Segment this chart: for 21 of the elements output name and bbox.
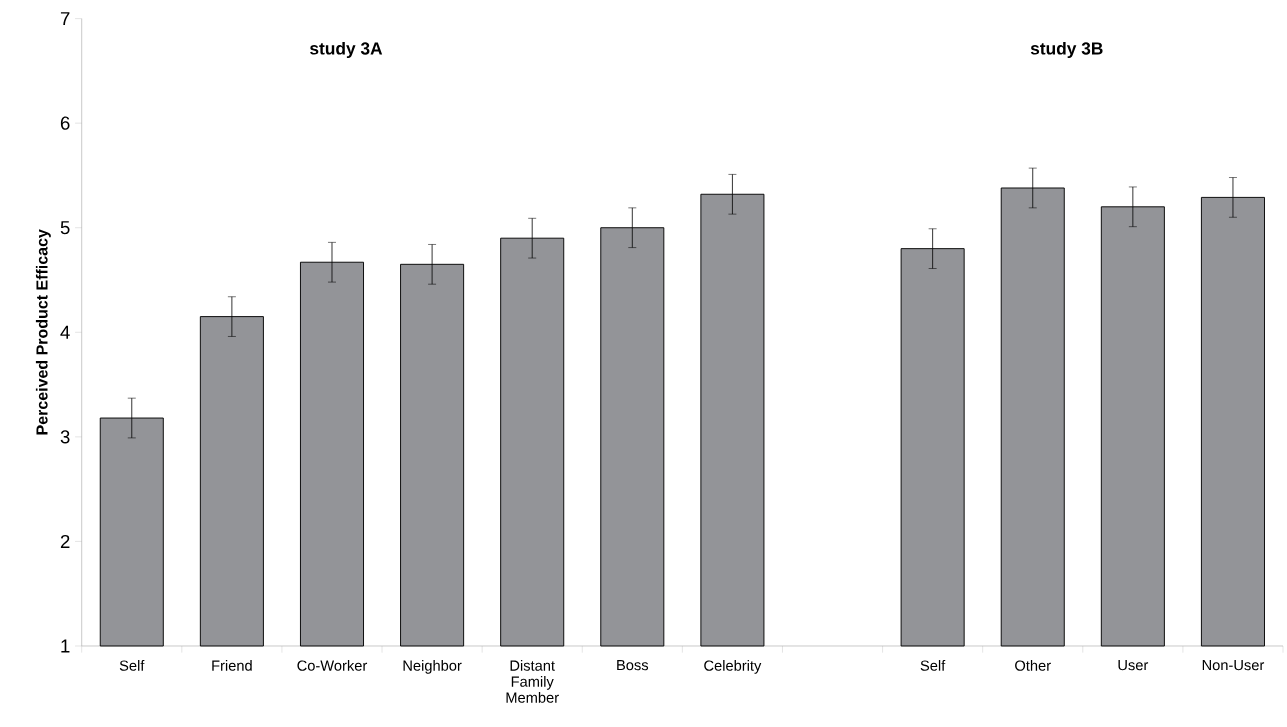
annotation: study 3B — [1030, 41, 1103, 59]
x-tick-label: Friend — [212, 660, 252, 671]
x-tick-label: Celebrity — [704, 660, 762, 674]
y-tick-label: 4 — [60, 325, 70, 339]
y-tick-label: 3 — [60, 430, 70, 444]
x-tick-label: Non-User — [1202, 660, 1265, 671]
y-tick-label: 1 — [61, 639, 70, 653]
y-tick-label: 7 — [60, 12, 70, 26]
x-tick-label: Other — [1015, 660, 1051, 671]
x-tick-label: Distant Family Member — [506, 660, 559, 703]
y-tick-label: 6 — [60, 116, 70, 130]
x-tick-label: Self — [920, 660, 946, 671]
x-tick-label: Neighbor — [403, 660, 462, 674]
annotation: study 3A — [310, 41, 383, 59]
x-tick-label: Self — [119, 660, 145, 671]
x-tick-label: Co-Worker — [297, 660, 368, 671]
y-axis-title: Perceived Product Efficacy — [35, 229, 51, 435]
x-tick-label: Boss — [617, 660, 649, 671]
x-tick-label: User — [1118, 660, 1149, 671]
y-tick-label: 2 — [60, 534, 70, 548]
y-tick-label: 5 — [60, 221, 70, 235]
